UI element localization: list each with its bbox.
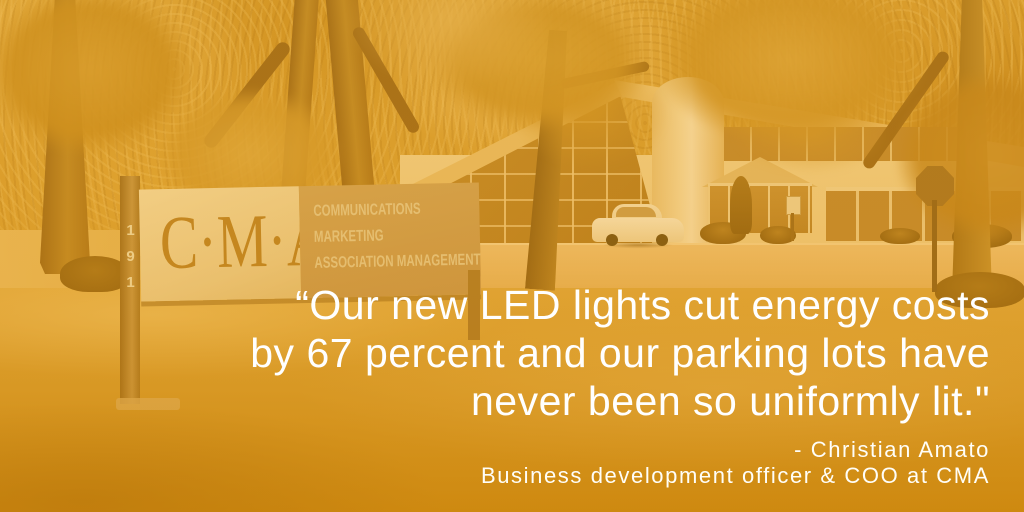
quote-block: “Our new LED lights cut energy costs by …	[60, 281, 990, 489]
quote-attribution-title: Business development officer & COO at CM…	[480, 463, 990, 488]
sign-post-left	[120, 176, 140, 404]
sign-address-number: 191	[120, 196, 140, 326]
car-wheel	[656, 234, 668, 246]
street-sign-pole	[932, 200, 937, 292]
quote-line: never been so uniformly lit."	[470, 378, 990, 424]
foliage-blob	[700, 80, 920, 190]
quote-attribution: - Christian Amato	[794, 437, 990, 462]
tree-base-mound	[935, 272, 1024, 308]
sign-post-right	[468, 270, 480, 340]
white-car	[588, 204, 688, 252]
sign-base-pad	[116, 398, 180, 410]
parking-sign-pole	[791, 213, 794, 241]
car-shadow	[588, 240, 688, 250]
street-sign-back	[916, 166, 954, 206]
conical-shrub	[730, 176, 752, 234]
car-wheel	[606, 234, 618, 246]
shrub	[760, 226, 796, 244]
cma-monument-sign: 191 C·M·A COMMUNICATIONS MARKETING ASSOC…	[116, 170, 484, 414]
quote-line: by 67 percent and our parking lots have	[250, 330, 990, 376]
car-window	[616, 207, 656, 217]
quote-line: “Our new LED lights cut energy costs	[295, 282, 990, 328]
tree-base-mound	[60, 256, 130, 292]
